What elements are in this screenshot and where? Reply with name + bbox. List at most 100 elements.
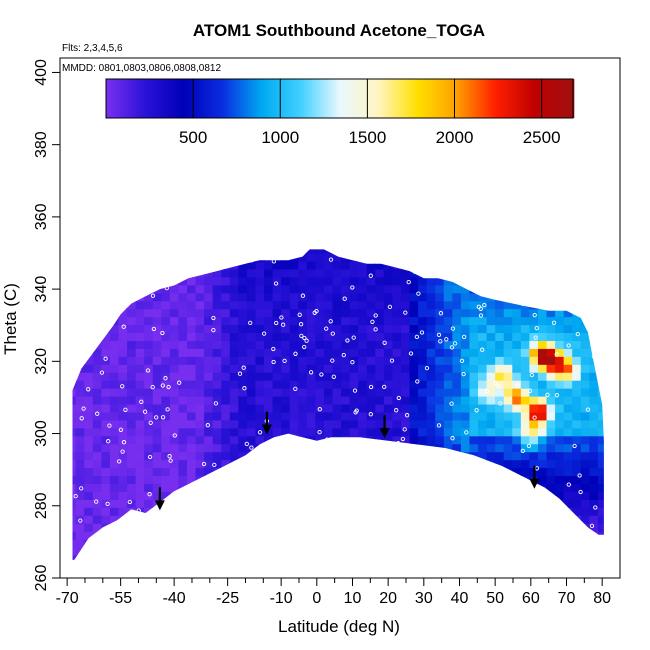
heatmap-cell — [563, 316, 573, 326]
heatmap-cell — [212, 396, 222, 405]
heatmap-cell — [418, 459, 428, 469]
heatmap-cell — [520, 268, 530, 278]
heatmap-cell — [204, 249, 214, 254]
heatmap-cell — [366, 249, 376, 254]
heatmap-cell — [400, 467, 411, 477]
heatmap-cell — [563, 419, 573, 429]
heatmap-cell — [426, 292, 436, 302]
observation-point — [484, 389, 490, 394]
heatmap-cell — [478, 396, 488, 405]
heatmap-cell — [349, 546, 359, 556]
heatmap-cell — [443, 356, 453, 365]
heatmap-cell — [212, 539, 222, 548]
heatmap-cell — [555, 237, 564, 246]
heatmap-cell — [246, 356, 257, 365]
colorbar-band — [178, 79, 181, 118]
heatmap-cell — [460, 427, 471, 437]
heatmap-cell — [161, 380, 171, 389]
heatmap-cell — [495, 427, 505, 437]
heatmap-cell — [563, 427, 573, 437]
heatmap-cell — [161, 237, 170, 246]
heatmap-cell — [512, 237, 521, 246]
heatmap-cell — [546, 396, 556, 405]
heatmap-cell — [92, 515, 102, 524]
heatmap-cell — [109, 483, 120, 492]
heatmap-cell — [563, 554, 573, 560]
heatmap-cell — [204, 276, 214, 286]
heatmap-cell — [460, 443, 471, 453]
observation-point — [575, 331, 580, 337]
heatmap-cell — [580, 515, 590, 524]
heatmap-cell — [486, 292, 496, 302]
heatmap-cell — [529, 348, 539, 357]
heatmap-cell — [229, 419, 239, 429]
heatmap-cell — [221, 249, 231, 254]
heatmap-cell — [212, 308, 222, 318]
observation-point — [404, 508, 409, 514]
heatmap-cell — [76, 563, 85, 572]
heatmap-cell — [460, 419, 471, 429]
heatmap-cell — [358, 403, 368, 413]
heatmap-cell — [460, 364, 471, 373]
heatmap-cell — [72, 483, 77, 492]
heatmap-cell — [469, 249, 479, 254]
heatmap-cell — [443, 268, 453, 278]
heatmap-cell — [537, 268, 548, 278]
heatmap-cell — [204, 451, 214, 461]
heatmap-cell — [341, 499, 351, 508]
heatmap-cell — [589, 388, 599, 397]
heatmap-cell — [418, 531, 428, 540]
heatmap-cell — [478, 483, 488, 492]
heatmap-cell — [323, 515, 334, 524]
colorbar-band — [456, 79, 459, 118]
heatmap-cell — [520, 491, 530, 500]
heatmap-cell — [503, 340, 513, 349]
heatmap-cell — [298, 491, 308, 500]
colorbar-band — [154, 79, 157, 118]
heatmap-cell — [375, 372, 385, 381]
heatmap-cell — [435, 499, 445, 508]
heatmap-cell — [512, 499, 522, 508]
heatmap-cell — [109, 340, 120, 349]
heatmap-cell — [92, 268, 102, 278]
heatmap-cell — [409, 340, 419, 349]
heatmap-cell — [281, 380, 291, 389]
heatmap-cell — [563, 411, 573, 421]
heatmap-cell — [92, 459, 102, 469]
heatmap-cell — [503, 403, 513, 413]
observation-point — [396, 395, 401, 401]
heatmap-cell — [512, 396, 522, 405]
heatmap-cell — [529, 268, 539, 278]
heatmap-cell — [503, 515, 513, 524]
heatmap-cell — [452, 546, 462, 556]
observation-point — [73, 493, 78, 499]
heatmap-cell — [572, 459, 582, 469]
heatmap-cell — [375, 443, 385, 453]
heatmap-cell — [186, 308, 197, 318]
observation-point — [237, 258, 242, 263]
heatmap-cell — [229, 284, 239, 294]
heatmap-cell — [75, 276, 85, 286]
heatmap-cell — [238, 435, 248, 445]
heatmap-cell — [375, 340, 385, 349]
heatmap-cell — [512, 459, 522, 469]
heatmap-cell — [452, 539, 462, 548]
observation-point — [154, 415, 159, 420]
colorbar-band — [372, 79, 375, 118]
heatmap-cell — [221, 316, 231, 326]
profile-arrow — [379, 415, 390, 439]
colorbar-band — [152, 79, 155, 118]
heatmap-cell — [366, 340, 376, 349]
heatmap-cell — [315, 491, 325, 500]
heatmap-cell — [555, 324, 565, 334]
heatmap-cell — [93, 563, 102, 572]
heatmap-cell — [589, 324, 599, 334]
heatmap-cell — [75, 554, 85, 560]
heatmap-cell — [606, 404, 615, 413]
colorbar-band — [394, 79, 397, 118]
heatmap-cell — [212, 546, 222, 556]
heatmap-cell — [204, 268, 214, 278]
heatmap-cell — [187, 237, 196, 246]
heatmap-cell — [136, 237, 145, 246]
